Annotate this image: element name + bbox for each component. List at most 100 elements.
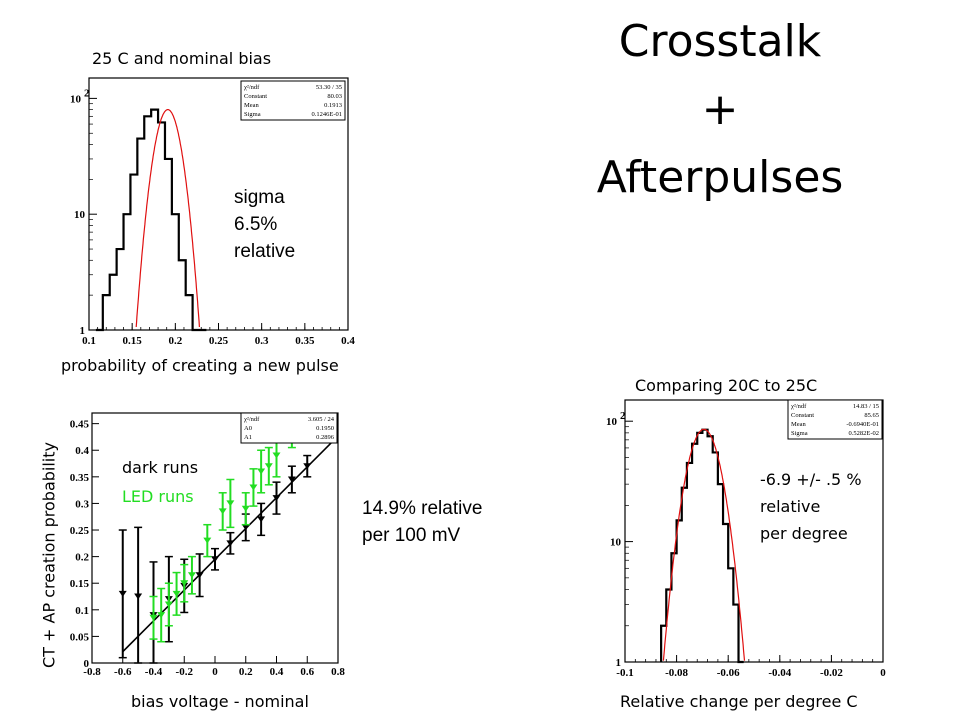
x-tick-label: -0.06	[717, 667, 740, 679]
stats-value: 0.1913	[324, 102, 342, 109]
stats-label: χ²/ndf	[791, 403, 807, 410]
chart-bias-scatter: -0.8 -0.6 -0.4 -0.2 0 0.2 0.4 0.6 0.8 0 0.05 0.1 0.1…	[70, 412, 345, 678]
stats-label: Constant	[244, 93, 267, 100]
bias-slope-note: 14.9% relative per 100 mV	[362, 495, 482, 549]
stats-label: Sigma	[244, 111, 261, 118]
x-tick-label: 0.4	[270, 666, 284, 678]
x-tick-label: 0	[212, 666, 218, 678]
y-tick-label: 1	[616, 657, 622, 669]
y-tick-label: 0.4	[75, 445, 89, 457]
x-tick-label: -0.6	[114, 666, 132, 678]
note-line-1: 14.9% relative	[362, 498, 483, 519]
x-tick-label: 0.1	[82, 335, 96, 347]
annotation-line-1: -6.9 +/- .5 %	[760, 470, 862, 489]
x-tick-label: -0.1	[616, 667, 633, 679]
stats-value: 0.1246E-01	[311, 111, 342, 118]
x-tick-label: 0.6	[300, 666, 314, 678]
stats-value: 85.65	[864, 412, 879, 419]
y-tick-label: 10	[74, 209, 86, 221]
annotation-line-1: sigma	[234, 187, 285, 208]
y-tick-label: 10	[70, 93, 82, 105]
y-tick-label: 0.45	[70, 419, 90, 431]
top-panel-xlabel: probability of creating a new pulse	[61, 356, 339, 375]
y-tick-exponent: 2	[84, 87, 90, 99]
legend-dark-runs: dark runs	[122, 458, 199, 477]
data-point	[157, 612, 166, 619]
y-tick-label: 0	[84, 658, 90, 670]
annotation-line-3: per degree	[760, 524, 848, 543]
legend-led-runs: LED runs	[122, 487, 194, 506]
x-tick-label: 0.2	[239, 666, 253, 678]
data-point	[180, 580, 189, 587]
annotation-line-2: 6.5%	[234, 214, 278, 235]
y-tick-label: 10	[610, 537, 622, 549]
x-tick-label: 0.2	[168, 335, 182, 347]
data-point	[226, 500, 235, 507]
stats-value: -0.6940E-01	[846, 421, 879, 428]
stats-label: A0	[244, 425, 252, 432]
histogram-bars	[660, 428, 744, 664]
bias-chart-xlabel: bias voltage - nominal	[131, 692, 309, 711]
x-tick-label: 0.8	[331, 666, 345, 678]
stats-box	[787, 399, 883, 440]
stats-label: χ²/ndf	[244, 416, 260, 423]
x-tick-label: 0	[880, 667, 886, 679]
data-point	[211, 556, 219, 563]
data-point	[241, 524, 250, 531]
data-point	[257, 468, 266, 475]
bias-chart-ylabel: CT + AP creation probability	[39, 442, 59, 668]
y-tick-label: 0.1	[75, 605, 89, 617]
y-tick-exponent: 2	[620, 410, 626, 422]
data-point	[264, 463, 273, 470]
y-tick-label: 1	[80, 325, 86, 337]
stats-box	[240, 80, 346, 121]
data-point	[241, 505, 250, 512]
stats-label: Mean	[244, 102, 260, 109]
stats-label: A1	[244, 434, 252, 441]
x-tick-label: -0.08	[665, 667, 688, 679]
x-tick-label: -0.04	[768, 667, 791, 679]
data-point	[195, 572, 204, 579]
y-tick-label: 0.05	[70, 631, 90, 643]
data-point	[226, 540, 235, 547]
x-tick-label: 0.25	[209, 335, 229, 347]
y-tick-label: 0.15	[70, 578, 90, 590]
x-tick-label: -0.4	[145, 666, 163, 678]
x-tick-label: -0.02	[820, 667, 843, 679]
data-point	[164, 601, 173, 608]
stats-value: 14.83 / 15	[853, 403, 879, 410]
data-point	[134, 593, 143, 600]
stats-value: 3.605 / 24	[308, 416, 335, 423]
y-tick-label: 10	[606, 416, 618, 428]
data-point	[287, 476, 296, 483]
title-line-2: +	[701, 84, 739, 135]
note-line-2: per 100 mV	[362, 525, 461, 546]
top-panel-caption: 25 C and nominal bias	[92, 49, 272, 68]
y-tick-label: 0.25	[70, 525, 90, 537]
data-point	[303, 463, 312, 470]
x-tick-label: 0.15	[123, 335, 143, 347]
y-tick-label: 0.2	[75, 552, 89, 564]
gaussian-fit-curve	[662, 428, 746, 661]
data-point	[218, 508, 227, 515]
title-line-1: Crosstalk	[618, 16, 822, 67]
data-point	[172, 590, 181, 597]
stats-label: Mean	[791, 421, 807, 428]
y-tick-label: 0.35	[70, 472, 90, 484]
title-line-3: Afterpulses	[596, 152, 844, 203]
annotation-line-3: relative	[234, 241, 296, 262]
data-point	[187, 572, 196, 579]
plot-frame	[624, 399, 884, 663]
top-panel-annotation: sigma 6.5% relative	[234, 184, 295, 265]
stats-value: 80.03	[327, 93, 342, 100]
data-point	[118, 590, 127, 597]
stats-value: 0.2896	[316, 434, 335, 441]
stats-value: 0.5282E-02	[848, 430, 879, 437]
x-tick-label: 0.35	[295, 335, 315, 347]
slide-title: Crosstalk + Afterpulses	[560, 8, 880, 212]
x-tick-label: 0.4	[341, 335, 355, 347]
x-tick-label: 0.3	[255, 335, 269, 347]
gaussian-fit-curve	[135, 109, 200, 328]
stats-value: 53.30 / 35	[316, 84, 342, 91]
